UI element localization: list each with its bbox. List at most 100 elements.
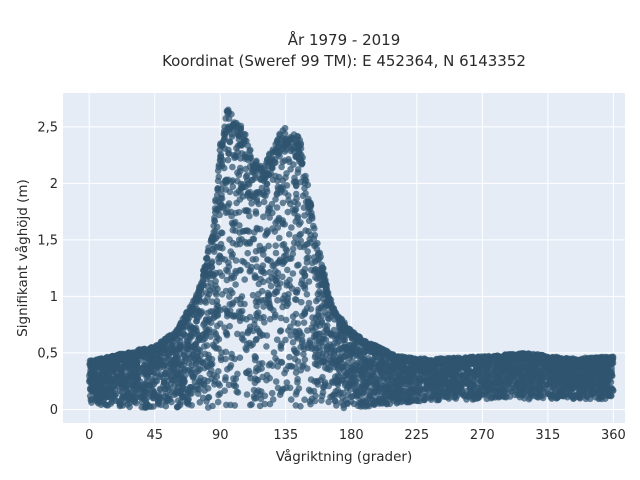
data-point xyxy=(298,298,305,306)
data-point xyxy=(203,316,210,324)
data-point xyxy=(198,309,205,317)
data-point xyxy=(311,378,318,385)
data-point xyxy=(320,273,328,280)
data-point xyxy=(250,235,258,243)
data-point xyxy=(207,279,215,287)
data-point xyxy=(94,393,102,400)
data-point xyxy=(326,348,334,356)
data-point xyxy=(244,180,252,187)
data-point xyxy=(325,398,332,406)
data-point xyxy=(310,333,318,340)
data-point xyxy=(343,370,351,377)
data-point xyxy=(193,309,200,316)
data-point xyxy=(187,383,195,391)
data-point xyxy=(160,382,167,389)
data-point xyxy=(306,398,314,405)
data-point xyxy=(229,163,236,171)
data-point xyxy=(121,377,128,385)
data-point xyxy=(364,370,371,378)
data-point xyxy=(244,192,251,199)
data-point xyxy=(414,392,421,400)
data-point xyxy=(278,163,285,171)
data-point xyxy=(496,375,504,382)
data-point xyxy=(226,138,233,145)
data-point xyxy=(276,234,283,242)
data-point xyxy=(369,397,376,404)
data-point xyxy=(436,389,444,396)
data-point xyxy=(216,244,224,251)
data-point xyxy=(237,189,244,196)
data-point xyxy=(284,208,292,216)
data-point xyxy=(276,328,284,335)
data-point xyxy=(227,248,234,255)
data-point xyxy=(512,366,519,373)
data-point xyxy=(256,242,264,250)
data-point xyxy=(483,395,491,403)
data-point xyxy=(147,367,155,374)
data-point xyxy=(284,266,291,274)
data-point xyxy=(283,282,291,289)
data-point xyxy=(297,219,304,226)
data-point xyxy=(94,374,102,382)
data-point xyxy=(217,306,224,314)
data-point xyxy=(102,378,109,385)
data-point xyxy=(214,185,221,192)
data-point xyxy=(192,361,199,368)
data-point xyxy=(546,376,554,384)
data-point xyxy=(429,393,437,400)
data-point xyxy=(587,383,594,391)
data-point xyxy=(269,396,277,403)
data-point xyxy=(237,309,245,317)
data-point xyxy=(203,327,211,334)
data-point xyxy=(252,394,260,402)
data-point xyxy=(291,207,299,214)
data-point xyxy=(112,375,119,383)
data-point xyxy=(166,367,174,375)
data-point xyxy=(305,254,312,261)
data-point xyxy=(282,366,290,373)
data-point xyxy=(107,400,115,407)
data-point xyxy=(266,269,274,276)
data-point xyxy=(300,319,308,327)
data-point xyxy=(184,398,191,406)
data-point xyxy=(254,376,262,384)
data-point xyxy=(279,241,286,249)
data-point xyxy=(356,367,364,374)
data-point xyxy=(406,389,414,396)
data-point xyxy=(568,385,576,393)
data-point xyxy=(379,374,387,381)
data-point xyxy=(230,313,237,320)
data-point xyxy=(255,298,263,306)
data-point xyxy=(170,358,177,366)
data-point xyxy=(246,323,254,331)
data-point xyxy=(177,375,185,383)
data-point xyxy=(405,374,413,381)
data-point xyxy=(571,392,578,400)
data-point xyxy=(120,393,128,401)
data-point xyxy=(424,372,431,380)
data-point xyxy=(245,367,253,375)
data-point xyxy=(420,385,427,393)
data-point xyxy=(173,387,181,394)
data-point xyxy=(505,361,512,369)
data-point xyxy=(288,224,295,231)
data-point xyxy=(201,343,208,350)
data-point xyxy=(98,366,105,374)
data-point xyxy=(204,309,211,317)
data-point xyxy=(293,333,301,341)
data-point xyxy=(300,243,308,251)
data-point xyxy=(234,370,241,378)
data-point xyxy=(129,392,136,400)
data-point xyxy=(87,367,94,375)
data-point xyxy=(294,286,301,294)
data-point xyxy=(556,379,564,387)
data-point xyxy=(291,328,298,335)
data-point xyxy=(114,365,122,373)
data-point xyxy=(462,364,470,372)
data-point xyxy=(243,391,251,398)
data-point xyxy=(213,291,220,298)
data-point xyxy=(281,221,289,228)
data-point xyxy=(152,377,159,385)
data-point xyxy=(525,395,533,403)
